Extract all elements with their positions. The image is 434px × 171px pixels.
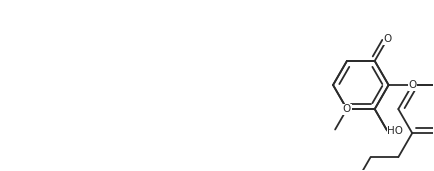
Text: O: O (382, 34, 391, 44)
Text: O: O (407, 80, 415, 90)
Text: HO: HO (386, 126, 402, 136)
Text: O: O (342, 104, 350, 114)
